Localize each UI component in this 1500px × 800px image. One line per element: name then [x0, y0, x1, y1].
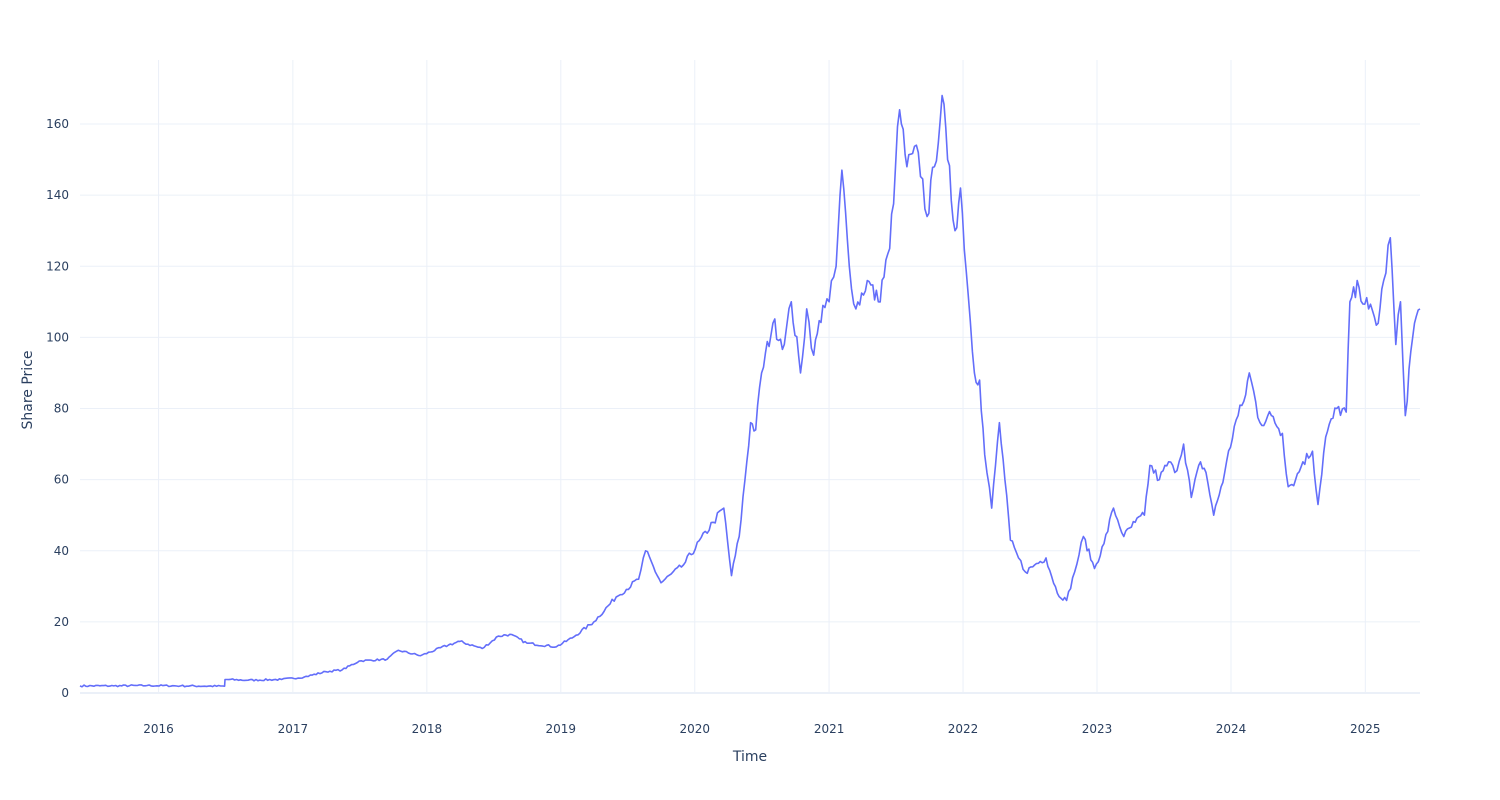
x-tick-label: 2022 [948, 722, 979, 736]
x-tick-label: 2016 [143, 722, 174, 736]
x-tick-label: 2019 [546, 722, 577, 736]
gridlines [80, 60, 1420, 694]
series-layer [79, 94, 1421, 688]
x-tick-label: 2017 [278, 722, 309, 736]
share-price-line [79, 94, 1421, 688]
y-tick-label: 120 [46, 259, 69, 273]
y-tick-label: 160 [46, 117, 69, 131]
y-axis-title: Share Price [20, 350, 36, 429]
y-tick-label: 0 [61, 686, 69, 700]
y-tick-label: 100 [46, 330, 69, 344]
x-tick-label: 2020 [679, 722, 710, 736]
y-tick-label: 60 [54, 473, 69, 487]
y-tick-label: 140 [46, 188, 69, 202]
x-tick-label: 2018 [412, 722, 443, 736]
x-tick-label: 2025 [1350, 722, 1381, 736]
y-tick-label: 20 [54, 615, 69, 629]
x-tick-label: 2021 [814, 722, 845, 736]
x-tick-labels: 2016 2017 2018 2019 2020 2021 2022 2023 2024 2025 [143, 722, 1380, 736]
y-tick-label: 80 [54, 402, 69, 416]
x-axis-title: Time [732, 749, 767, 765]
y-tick-label: 40 [54, 544, 69, 558]
x-tick-label: 2024 [1216, 722, 1247, 736]
y-tick-labels: 0 20 40 60 80 100 120 140 160 [46, 117, 69, 700]
x-tick-label: 2023 [1082, 722, 1113, 736]
